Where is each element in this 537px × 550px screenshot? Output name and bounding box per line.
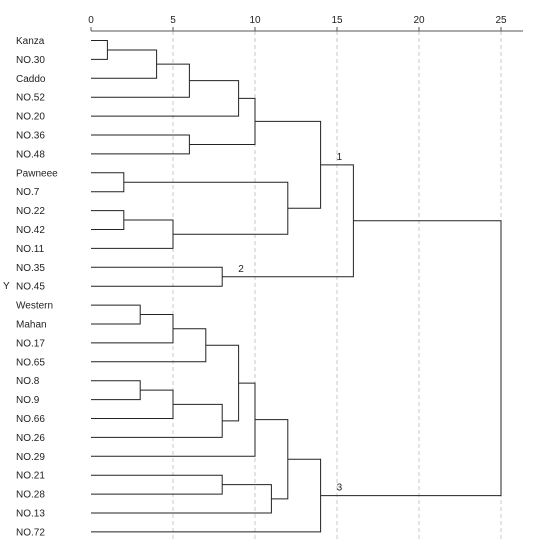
dendrogram-branches [91, 40, 502, 533]
y-axis-label: Y [3, 281, 10, 292]
branch-m4 [91, 80, 240, 117]
leaf-label: NO.17 [16, 338, 45, 349]
branch-m5 [91, 134, 190, 155]
cluster-annotation: 3 [337, 483, 343, 494]
x-tick-label: 20 [413, 15, 425, 26]
branch-m10 [123, 181, 289, 235]
leaf-label: NO.48 [16, 149, 45, 160]
leaf-label: NO.28 [16, 490, 45, 501]
x-tick-label: 25 [495, 15, 507, 26]
branch-m23 [91, 484, 272, 514]
branch-m2 [91, 49, 158, 79]
leaf-label: NO.26 [16, 433, 45, 444]
leaf-label: NO.9 [16, 395, 40, 406]
branch-m8 [91, 210, 125, 230]
leaf-label: NO.11 [16, 244, 45, 255]
leaf-label: NO.35 [16, 263, 45, 274]
leaf-labels: Kanza NO.30 Caddo NO.52 NO.20 NO.36 NO.48 Pawne… [16, 36, 58, 538]
branch-m6 [189, 97, 256, 145]
branch-m17 [91, 380, 141, 401]
leaf-label: NO.66 [16, 414, 45, 425]
x-tick-label: 15 [331, 15, 343, 26]
leaf-label: Mahan [16, 320, 47, 331]
leaf-label: NO.72 [16, 527, 45, 538]
x-tick-label: 0 [88, 15, 94, 26]
leaf-label: Pawneee [16, 168, 58, 179]
x-axis: 0 5 10 15 20 25 [88, 15, 523, 32]
leaf-label: NO.45 [16, 282, 45, 293]
leaf-label: Western [16, 301, 53, 312]
x-tick-label: 10 [249, 15, 261, 26]
branch-m16 [91, 328, 207, 363]
branch-m26 [320, 220, 502, 497]
branch-m25 [91, 458, 322, 533]
leaf-label: NO.13 [16, 509, 45, 520]
leaf-label: NO.29 [16, 452, 45, 463]
cluster-annotations: 1 2 3 [238, 152, 342, 494]
leaf-label: NO.22 [16, 206, 45, 217]
leaf-label: NO.42 [16, 225, 45, 236]
x-tick-label: 5 [170, 15, 176, 26]
branch-m1 [91, 40, 108, 60]
leaf-label: NO.65 [16, 357, 45, 368]
branch-m12 [91, 266, 223, 287]
branch-m19 [91, 403, 223, 438]
branch-m3 [91, 63, 190, 98]
leaf-label: NO.30 [16, 55, 45, 66]
cluster-annotation: 1 [337, 152, 343, 163]
leaf-label: NO.8 [16, 376, 40, 387]
leaf-label: NO.7 [16, 187, 40, 198]
leaf-label: NO.36 [16, 131, 45, 142]
branch-m7 [91, 172, 125, 193]
leaf-label: NO.20 [16, 112, 45, 123]
branch-m22 [91, 474, 223, 495]
leaf-label: NO.21 [16, 471, 45, 482]
branch-m15 [91, 314, 174, 344]
branch-m14 [91, 304, 141, 325]
branch-m9 [91, 219, 174, 249]
leaf-label: NO.52 [16, 93, 45, 104]
leaf-label: Caddo [16, 74, 46, 85]
leaf-label: Kanza [16, 36, 45, 47]
cluster-annotation: 2 [238, 264, 244, 275]
branch-m18 [91, 389, 174, 419]
